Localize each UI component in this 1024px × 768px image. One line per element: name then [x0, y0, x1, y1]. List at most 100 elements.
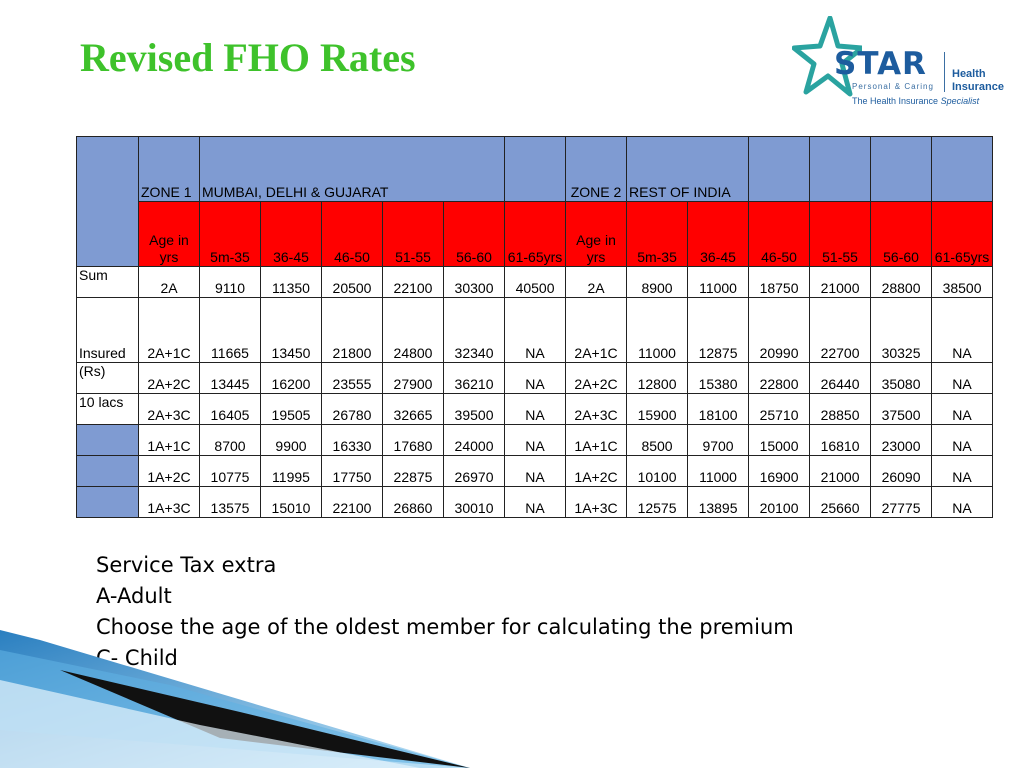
zone-header-row: ZONE 1 MUMBAI, DELHI & GUJARAT ZONE 2 RE… [76, 136, 994, 267]
age-header-cell: 36-45 [687, 201, 750, 267]
table-cell: 28850 [809, 393, 872, 425]
table-cell: NA [931, 455, 994, 487]
logo-specialist: The Health Insurance Specialist [852, 96, 979, 106]
table-cell: 27775 [870, 486, 933, 518]
table-cell: 1A+1C [565, 424, 628, 456]
table-cell: 25710 [748, 393, 811, 425]
note-line: Service Tax extra [96, 553, 277, 577]
table-cell: NA [931, 297, 994, 363]
row-label: Sum [76, 266, 139, 298]
age-header-cell: Age in yrs [565, 201, 628, 267]
age-header-row: Age in yrs 5m-35 36-45 46-50 51-55 56-60 61-65… [77, 201, 994, 267]
table-cell: 32340 [442, 297, 506, 363]
zone1-label: ZONE 1 [138, 136, 200, 202]
table-cell: 13445 [199, 362, 261, 394]
zone2-label: ZONE 2 [565, 136, 628, 202]
age-header-cell: 46-50 [748, 201, 811, 267]
table-row: 1A+1C 8700 9900 16330 17680 24000 NA 1A+1C 8500 9… [76, 424, 994, 456]
table-cell: 9700 [687, 424, 750, 456]
table-cell: 35080 [870, 362, 933, 394]
table-cell: 21000 [809, 266, 872, 298]
decorative-swoosh [0, 630, 470, 768]
age-header-cell: Age in yrs [138, 201, 200, 267]
zone-blank [504, 136, 567, 202]
age-header-cell: 51-55 [809, 201, 872, 267]
table-cell: 12575 [626, 486, 689, 518]
table-cell: 11000 [687, 455, 750, 487]
table-cell: 15900 [626, 393, 689, 425]
table-cell: 16330 [321, 424, 383, 456]
rates-table: ZONE 1 MUMBAI, DELHI & GUJARAT ZONE 2 RE… [76, 136, 994, 518]
table-cell: 8500 [626, 424, 689, 456]
row-label: Insured [76, 297, 139, 363]
age-header-cell: 61-65yrs [931, 201, 994, 267]
age-header-cell: 5m-35 [199, 201, 261, 267]
zone2-name: REST OF INDIA [626, 136, 750, 202]
table-cell: 2A+1C [565, 297, 628, 363]
table-cell: 37500 [870, 393, 933, 425]
table-cell: 16900 [748, 455, 811, 487]
table-cell: 21000 [809, 455, 872, 487]
table-cell: 18100 [687, 393, 750, 425]
table-cell: NA [504, 297, 567, 363]
table-cell: 1A+3C [138, 486, 200, 518]
age-header-cell: 61-65yrs [504, 201, 567, 267]
table-cell: 2A [565, 266, 628, 298]
table-cell: 26780 [321, 393, 383, 425]
table-cell: 22875 [382, 455, 444, 487]
table-cell: 20100 [748, 486, 811, 518]
table-cell: 26970 [442, 455, 506, 487]
table-cell: 2A+3C [565, 393, 628, 425]
table-row: 1A+2C 10775 11995 17750 22875 26970 NA 1A+2C 101… [76, 455, 994, 487]
zone-blank [748, 136, 811, 202]
table-cell: NA [504, 486, 567, 518]
table-cell: 2A [138, 266, 200, 298]
table-cell: 17750 [321, 455, 383, 487]
table-cell: 1A+1C [138, 424, 200, 456]
row-label: (Rs) [76, 362, 139, 394]
table-cell: 36210 [442, 362, 506, 394]
table-cell: 30325 [870, 297, 933, 363]
logo-divider [944, 52, 945, 92]
age-header-cell: 5m-35 [626, 201, 689, 267]
table-cell: 9110 [199, 266, 261, 298]
table-cell: 13450 [260, 297, 322, 363]
row-label [76, 486, 139, 518]
table-cell: 15000 [748, 424, 811, 456]
table-cell: 13575 [199, 486, 261, 518]
logo-product: Health Insurance [952, 68, 1004, 94]
table-cell: 26440 [809, 362, 872, 394]
logo-product-line1: Health [952, 68, 986, 80]
table-cell: 22700 [809, 297, 872, 363]
table-cell: 1A+2C [565, 455, 628, 487]
logo-brand: STAR [834, 46, 927, 82]
table-cell: 19505 [260, 393, 322, 425]
table-cell: 30300 [442, 266, 506, 298]
table-cell: NA [931, 393, 994, 425]
notes: Service Tax extra A-Adult Choose the age… [96, 550, 794, 674]
table-cell: 24000 [442, 424, 506, 456]
age-header-cell: 46-50 [321, 201, 383, 267]
table-cell: 25660 [809, 486, 872, 518]
table-cell: 13895 [687, 486, 750, 518]
age-header-cell: 56-60 [442, 201, 506, 267]
table-cell: NA [504, 424, 567, 456]
table-cell: 22100 [321, 486, 383, 518]
table-row: 10 lacs 2A+3C 16405 19505 26780 32665 39500 NA 2… [76, 393, 994, 425]
table-cell: 21800 [321, 297, 383, 363]
table-cell: 40500 [504, 266, 567, 298]
table-cell: 18750 [748, 266, 811, 298]
zone-blank [870, 136, 933, 202]
slide-title: Revised FHO Rates [80, 35, 416, 80]
logo-specialist-prefix: The Health Insurance [852, 96, 939, 106]
table-cell: NA [931, 362, 994, 394]
table-cell: 39500 [442, 393, 506, 425]
table-cell: NA [504, 393, 567, 425]
age-header-cell: 51-55 [382, 201, 444, 267]
table-cell: 11000 [626, 297, 689, 363]
table-cell: 17680 [382, 424, 444, 456]
note-line: A-Adult [96, 584, 172, 608]
table-cell: 2A+1C [138, 297, 200, 363]
table-cell: 11350 [260, 266, 322, 298]
table-cell: 11000 [687, 266, 750, 298]
